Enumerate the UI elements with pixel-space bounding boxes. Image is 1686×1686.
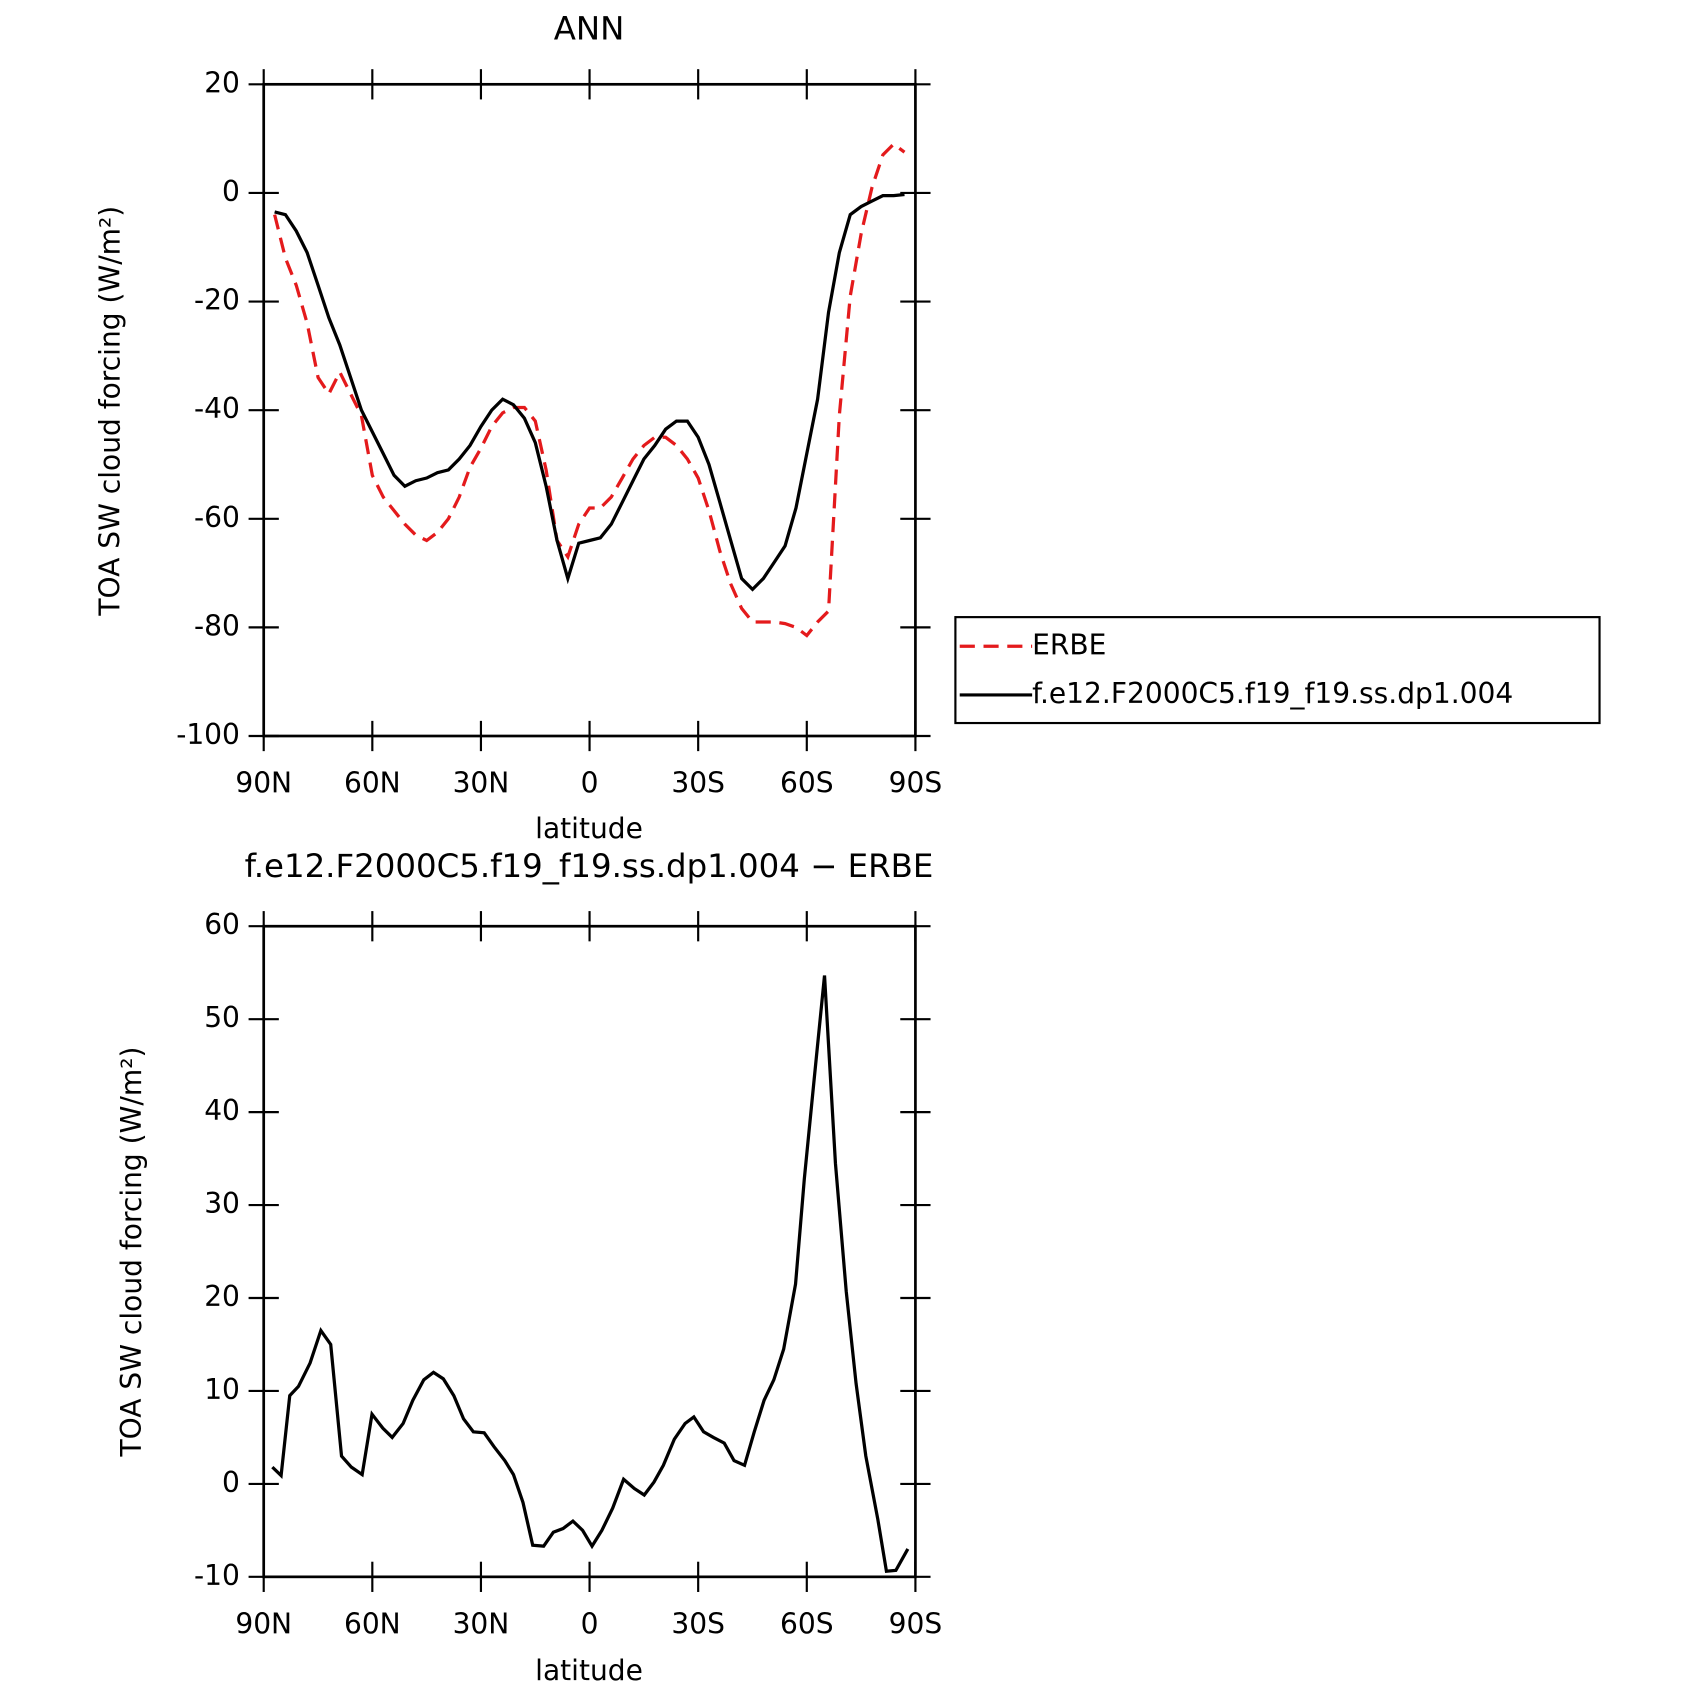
x-axis-label: latitude bbox=[535, 1654, 643, 1686]
y-tick-label: 50 bbox=[204, 1001, 240, 1034]
y-tick-label: 40 bbox=[204, 1094, 240, 1127]
y-tick-label: -60 bbox=[194, 501, 240, 534]
x-tick-label: 60S bbox=[780, 1607, 834, 1640]
y-axis-label: TOA SW cloud forcing (W/m²) bbox=[115, 1047, 148, 1458]
y-tick-label: 0 bbox=[222, 175, 240, 208]
y-tick-label: -100 bbox=[176, 718, 240, 751]
legend-label: f.e12.F2000C5.f19_f19.ss.dp1.004 bbox=[1032, 677, 1513, 710]
chart-title: ANN bbox=[554, 9, 625, 47]
y-tick-label: 0 bbox=[222, 1466, 240, 1499]
x-tick-label: 30N bbox=[453, 767, 510, 800]
data-line bbox=[274, 192, 905, 592]
y-tick-label: 60 bbox=[204, 908, 240, 941]
y-tick-label: -80 bbox=[194, 609, 240, 642]
legend-box bbox=[954, 616, 1601, 725]
x-tick-label: 60N bbox=[344, 767, 401, 800]
y-tick-label: -10 bbox=[194, 1559, 240, 1592]
y-tick-label: -20 bbox=[194, 284, 240, 317]
x-tick-label: 90S bbox=[889, 1607, 943, 1640]
x-tick-label: 60N bbox=[344, 1607, 401, 1640]
chart-title: f.e12.F2000C5.f19_f19.ss.dp1.004 − ERBE bbox=[245, 847, 934, 885]
x-tick-label: 0 bbox=[581, 1607, 599, 1640]
legend-label: ERBE bbox=[1032, 628, 1106, 661]
x-tick-label: 30S bbox=[671, 767, 725, 800]
x-tick-label: 30S bbox=[671, 1607, 725, 1640]
x-tick-label: 90N bbox=[235, 1607, 292, 1640]
plot-frame bbox=[262, 924, 917, 1579]
x-tick-label: 90N bbox=[235, 767, 292, 800]
x-tick-label: 0 bbox=[581, 767, 599, 800]
y-axis-label: TOA SW cloud forcing (W/m²) bbox=[93, 206, 126, 617]
y-tick-label: -40 bbox=[194, 392, 240, 425]
x-tick-label: 90S bbox=[889, 767, 943, 800]
y-tick-label: 10 bbox=[204, 1373, 240, 1406]
y-tick-label: 20 bbox=[204, 66, 240, 99]
y-tick-label: 20 bbox=[204, 1280, 240, 1313]
data-line bbox=[273, 141, 906, 638]
x-tick-label: 60S bbox=[780, 767, 834, 800]
y-tick-label: 30 bbox=[204, 1187, 240, 1220]
x-tick-label: 30N bbox=[453, 1607, 510, 1640]
data-line bbox=[271, 975, 910, 1573]
x-axis-label: latitude bbox=[535, 812, 643, 845]
